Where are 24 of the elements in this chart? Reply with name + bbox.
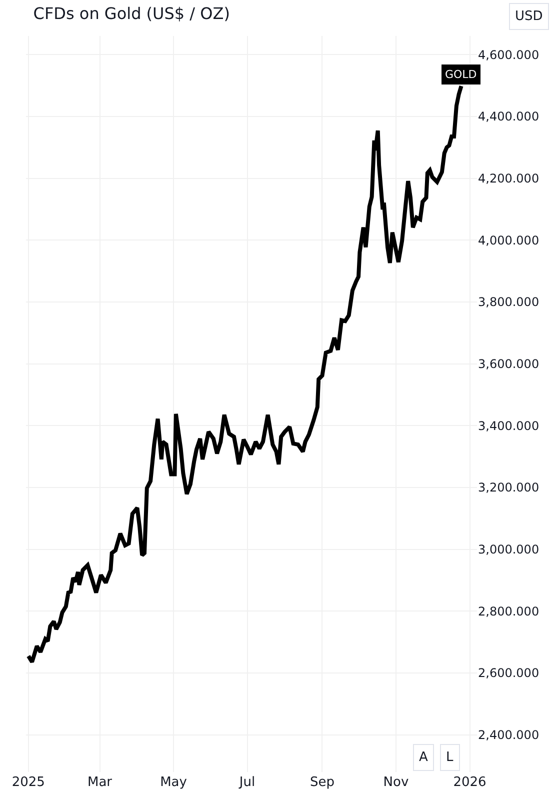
x-tick-label: Jul bbox=[238, 775, 256, 790]
annotation: L bbox=[446, 750, 454, 765]
y-tick-label: 2,600.000 bbox=[478, 666, 540, 680]
annotation: GOLD bbox=[445, 68, 477, 81]
x-tick-label: Nov bbox=[383, 775, 409, 790]
x-tick-label: May bbox=[160, 775, 188, 790]
x-tick-label: 2025 bbox=[12, 775, 45, 790]
y-tick-label: 3,600.000 bbox=[478, 357, 540, 371]
y-tick-label: 2,800.000 bbox=[478, 604, 540, 618]
y-tick-label: 4,400.000 bbox=[478, 110, 540, 124]
y-tick-label: 3,400.000 bbox=[478, 418, 540, 433]
x-tick-label: 2026 bbox=[453, 775, 486, 790]
y-tick-label: 4,200.000 bbox=[478, 171, 540, 186]
x-tick-label: Sep bbox=[310, 775, 334, 790]
text: USD bbox=[515, 9, 543, 24]
annotation: A bbox=[419, 750, 428, 765]
x-tick-label: Mar bbox=[87, 775, 113, 790]
y-tick-label: 3,800.000 bbox=[478, 295, 540, 310]
y-tick-label: 3,000.000 bbox=[478, 542, 540, 557]
chart-title: CFDs on Gold (US$ / OZ) bbox=[33, 4, 230, 24]
y-tick-label: 3,200.000 bbox=[478, 480, 540, 495]
y-tick-label: 2,400.000 bbox=[478, 728, 540, 742]
y-tick-label: 4,000.000 bbox=[478, 233, 540, 248]
y-tick-label: 4,600.000 bbox=[478, 48, 540, 62]
